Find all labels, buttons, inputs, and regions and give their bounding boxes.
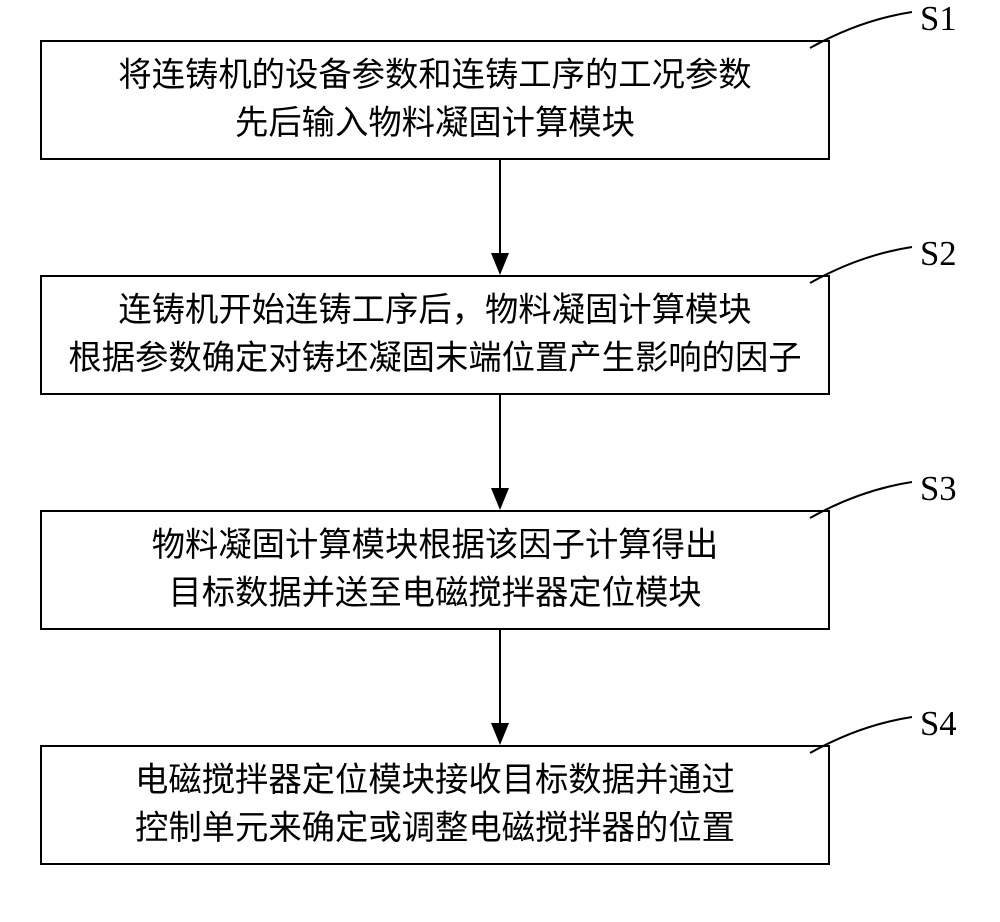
step-text-line: 电磁搅拌器定位模块接收目标数据并通过 <box>135 757 735 805</box>
step-text-line: 连铸机开始连铸工序后，物料凝固计算模块 <box>118 287 751 335</box>
step-label-s2: S2 <box>920 235 957 274</box>
leader-curve-s4 <box>810 753 930 813</box>
step-label-s3: S3 <box>920 470 957 509</box>
step-label-s4: S4 <box>920 705 957 744</box>
step-box-s1: 将连铸机的设备参数和连铸工序的工况参数 先后输入物料凝固计算模块 <box>40 40 830 160</box>
leader-curve-s2 <box>810 283 930 343</box>
step-text-line: 物料凝固计算模块根据该因子计算得出 <box>152 522 719 570</box>
step-text-line: 目标数据并送至电磁搅拌器定位模块 <box>168 570 701 618</box>
step-text-line: 控制单元来确定或调整电磁搅拌器的位置 <box>135 805 735 853</box>
connector-arrow <box>480 395 520 510</box>
leader-curve-s1 <box>810 48 930 108</box>
flowchart-container: 将连铸机的设备参数和连铸工序的工况参数 先后输入物料凝固计算模块 S1 连铸机开… <box>40 40 960 865</box>
step-label-s1: S1 <box>920 0 957 39</box>
step-box-s2: 连铸机开始连铸工序后，物料凝固计算模块 根据参数确定对铸坯凝固末端位置产生影响的… <box>40 275 830 395</box>
step-box-s3: 物料凝固计算模块根据该因子计算得出 目标数据并送至电磁搅拌器定位模块 <box>40 510 830 630</box>
step-box-s4: 电磁搅拌器定位模块接收目标数据并通过 控制单元来确定或调整电磁搅拌器的位置 <box>40 745 830 865</box>
leader-curve-s3 <box>810 518 930 578</box>
step-text-line: 根据参数确定对铸坯凝固末端位置产生影响的因子 <box>68 335 801 383</box>
step-text-line: 先后输入物料凝固计算模块 <box>235 100 635 148</box>
step-text-line: 将连铸机的设备参数和连铸工序的工况参数 <box>118 52 751 100</box>
connector-arrow <box>480 160 520 275</box>
connector-arrow <box>480 630 520 745</box>
